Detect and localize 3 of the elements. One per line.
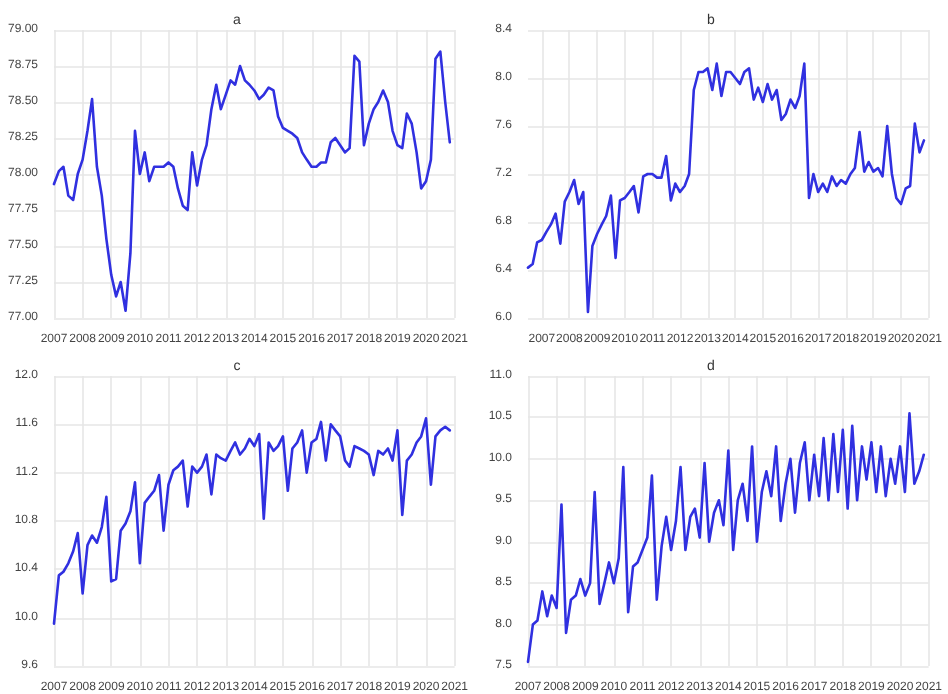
line-series [52,416,452,626]
line-series [52,50,452,313]
line-series [526,62,926,314]
